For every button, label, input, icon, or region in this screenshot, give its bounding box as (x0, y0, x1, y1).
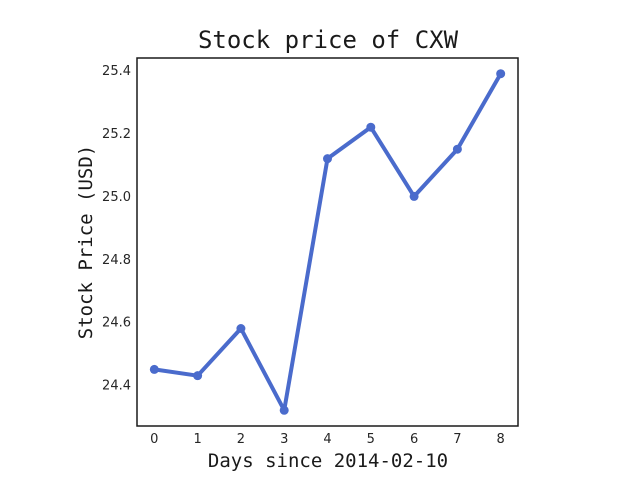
y-tick-label: 24.4 (102, 379, 131, 394)
data-point (193, 371, 203, 381)
data-point (236, 323, 246, 333)
y-tick-label: 24.6 (102, 316, 131, 331)
data-point (366, 122, 376, 132)
data-point (452, 144, 462, 154)
x-tick-label: 1 (193, 432, 201, 447)
plot-frame (136, 57, 519, 427)
data-point (323, 154, 332, 164)
x-axis: 0 1 2 3 4 5 6 7 8 (150, 432, 505, 447)
x-tick-label: 7 (453, 432, 461, 447)
x-tick-label: 8 (497, 432, 505, 447)
chart-title: Stock price of CXW (198, 26, 459, 54)
y-axis: 24.4 24.6 24.8 25.0 25.2 25.4 (102, 64, 131, 394)
x-tick-label: 4 (323, 432, 331, 447)
y-tick-label: 25.2 (102, 127, 131, 142)
x-tick-label: 0 (150, 432, 158, 447)
x-axis-label: Days since 2014-02-10 (208, 450, 448, 472)
data-point (149, 364, 159, 374)
data-point (409, 191, 419, 201)
y-tick-label: 25.0 (102, 190, 131, 205)
x-tick-label: 5 (367, 432, 375, 447)
x-tick-label: 2 (237, 432, 245, 447)
y-axis-label: Stock Price (USD) (75, 145, 97, 339)
y-tick-label: 25.4 (102, 64, 131, 79)
series-layer (149, 69, 506, 415)
data-point (279, 405, 289, 415)
x-tick-label: 6 (410, 432, 418, 447)
data-point (496, 69, 506, 79)
y-tick-label: 24.8 (102, 253, 131, 268)
x-tick-label: 3 (280, 432, 288, 447)
